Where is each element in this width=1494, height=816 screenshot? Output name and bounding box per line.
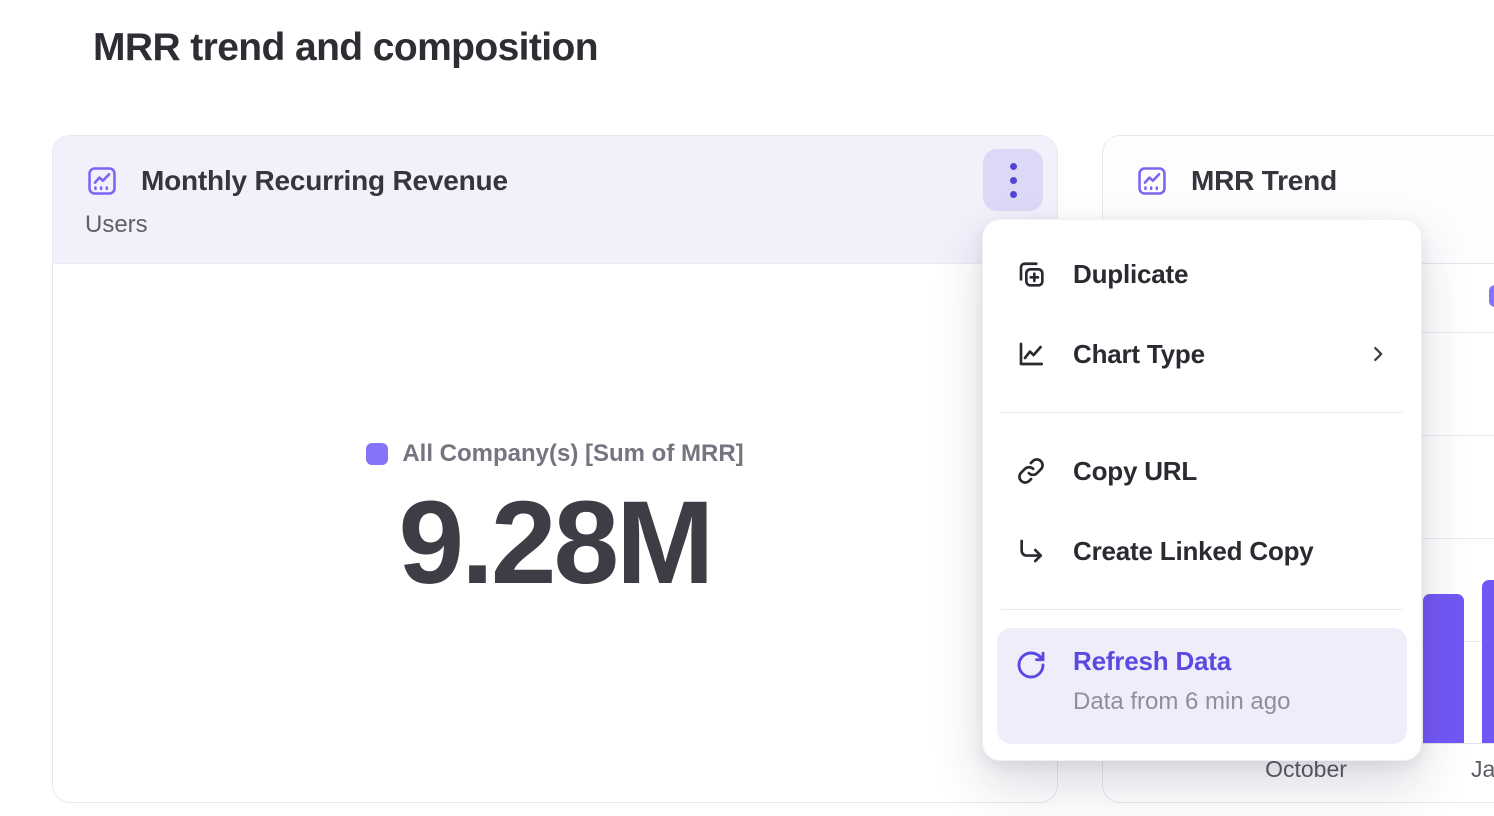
- menu-item-duplicate[interactable]: Duplicate: [997, 234, 1407, 314]
- legend-swatch: [1489, 285, 1494, 307]
- menu-item-chart-type[interactable]: Chart Type: [997, 314, 1407, 394]
- menu-divider: [1001, 609, 1403, 610]
- mrr-trend-card-title: MRR Trend: [1191, 165, 1337, 196]
- link-icon: [1015, 455, 1047, 487]
- mrr-kpi-card-header: Monthly Recurring Revenue Users: [53, 136, 1057, 264]
- kpi-legend: All Company(s) [Sum of MRR]: [366, 440, 744, 468]
- kpi-value: 9.28M: [398, 477, 715, 609]
- x-axis-label: Ja: [1471, 756, 1494, 782]
- bar[interactable]: [1482, 580, 1494, 743]
- kebab-vertical-icon: [1009, 162, 1017, 198]
- menu-divider: [1001, 412, 1403, 413]
- mrr-kpi-card: Monthly Recurring Revenue Users All Comp…: [52, 135, 1058, 803]
- card-menu-button[interactable]: [983, 149, 1043, 211]
- bar[interactable]: [1423, 594, 1464, 743]
- menu-item-label: Create Linked Copy: [1073, 535, 1314, 566]
- mrr-kpi-card-title: Monthly Recurring Revenue: [141, 165, 508, 196]
- chart-type-icon: [1015, 338, 1047, 370]
- menu-item-label: Refresh Data: [1073, 646, 1231, 676]
- chevron-right-icon: [1367, 343, 1389, 365]
- menu-item-label: Chart Type: [1073, 338, 1205, 369]
- menu-item-label: Duplicate: [1073, 258, 1189, 289]
- legend-swatch: [366, 443, 389, 465]
- corner-down-right-icon: [1015, 535, 1047, 567]
- menu-item-refresh-data[interactable]: Refresh Data Data from 6 min ago: [997, 628, 1407, 744]
- mrr-kpi-card-subtitle: Users: [85, 211, 148, 238]
- mrr-kpi-card-body: All Company(s) [Sum of MRR] 9.28M: [53, 264, 1057, 802]
- chart-widget-icon: [85, 164, 119, 198]
- menu-item-copy-url[interactable]: Copy URL: [997, 431, 1407, 511]
- refresh-icon: [1015, 649, 1047, 681]
- card-context-menu: Duplicate Chart Type: [982, 219, 1422, 761]
- duplicate-icon: [1015, 258, 1047, 290]
- menu-item-create-linked-copy[interactable]: Create Linked Copy: [997, 511, 1407, 591]
- chart-widget-icon: [1135, 164, 1169, 198]
- legend-label: All Company(s) [Sum of MRR]: [402, 440, 744, 467]
- page-title: MRR trend and composition: [93, 26, 599, 69]
- menu-item-label: Copy URL: [1073, 455, 1198, 486]
- refresh-status-text: Data from 6 min ago: [1073, 688, 1291, 715]
